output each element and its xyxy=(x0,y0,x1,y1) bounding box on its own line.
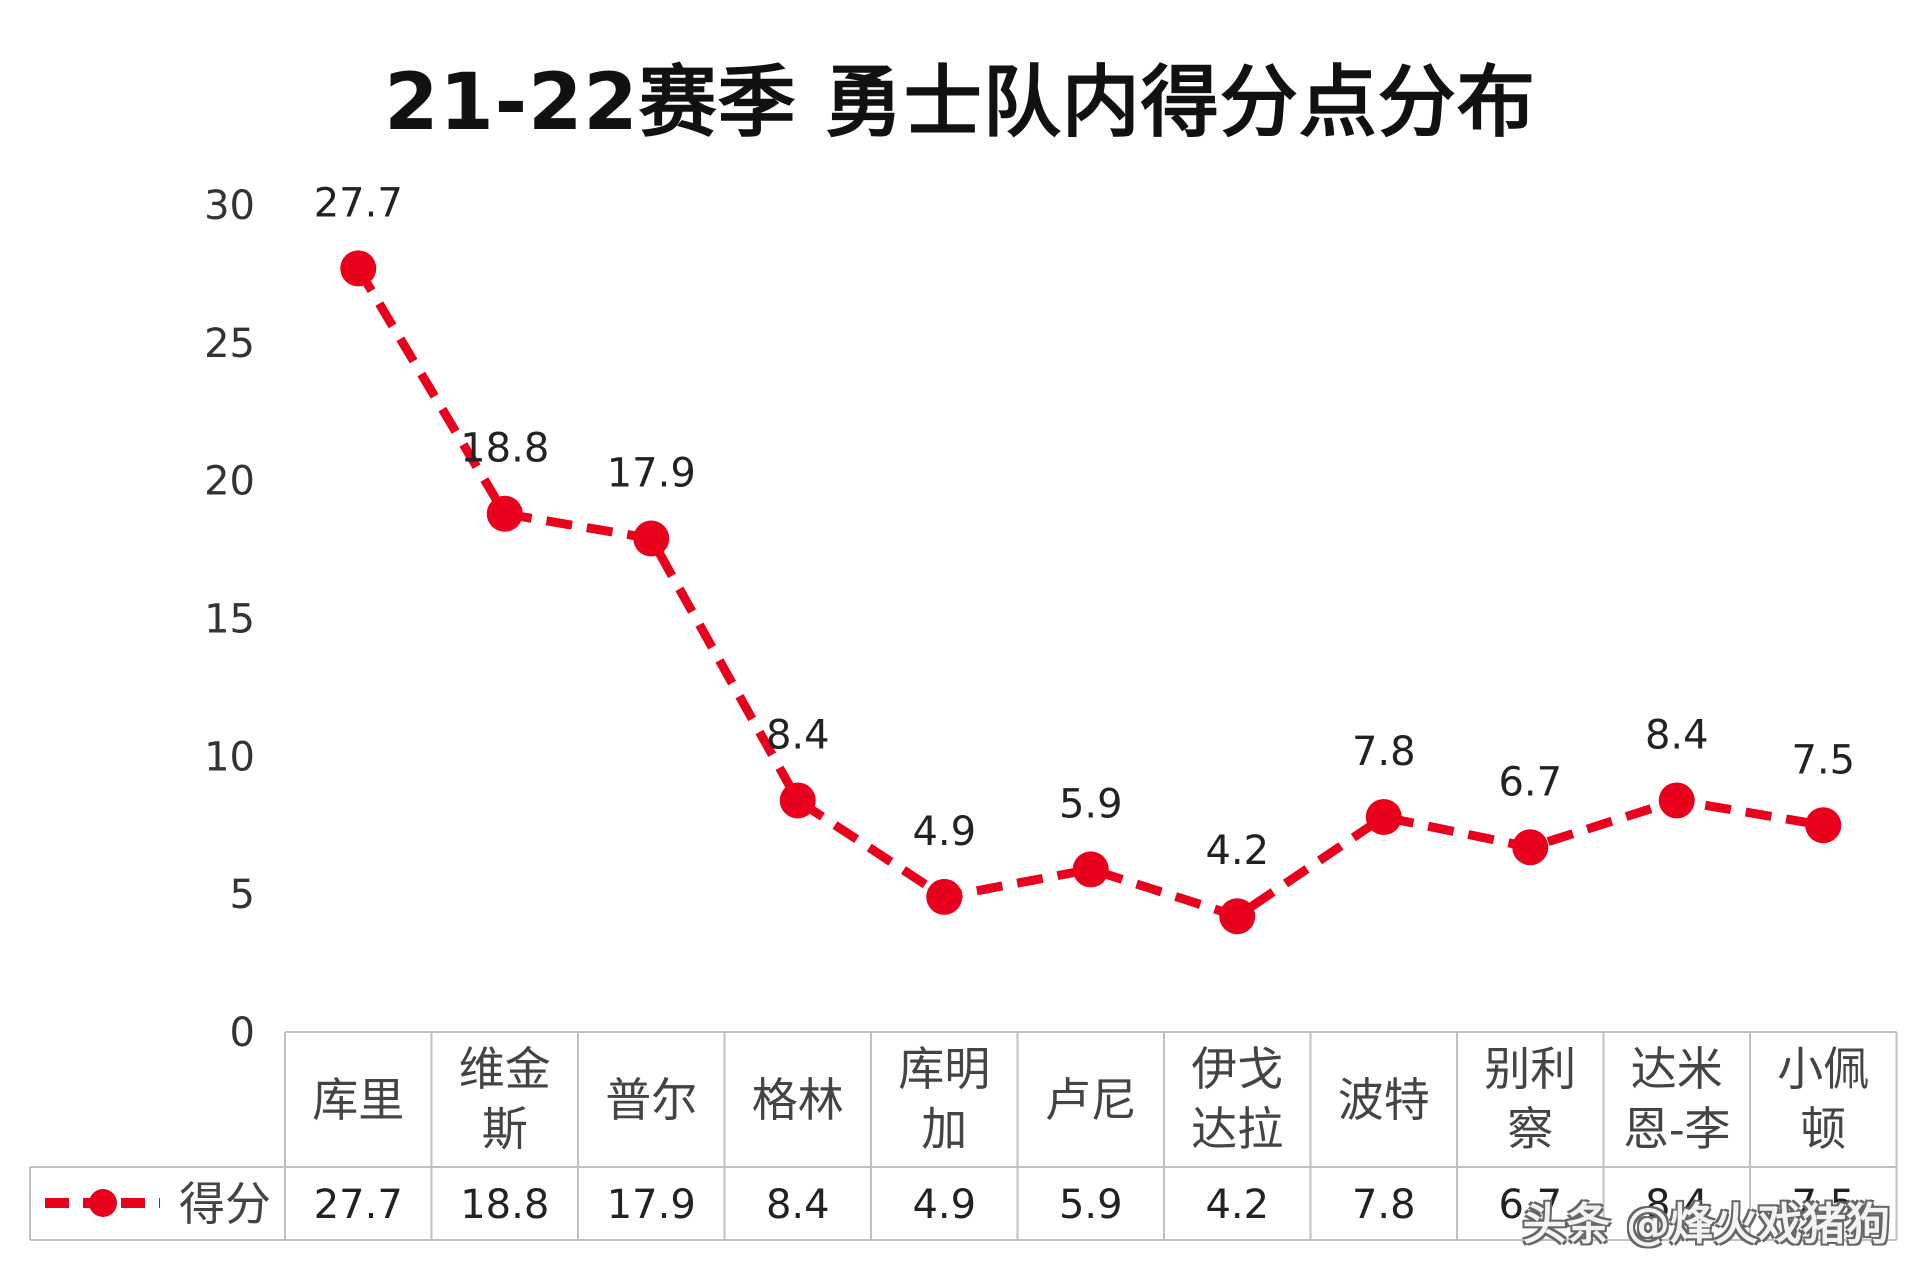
data-label: 7.5 xyxy=(1791,737,1855,783)
category-label: 别利察 xyxy=(1484,1042,1576,1156)
category-label: 维金斯 xyxy=(459,1042,551,1156)
series-path xyxy=(354,266,1825,921)
table-value: 6.7 xyxy=(1498,1182,1562,1228)
category-label: 波特 xyxy=(1338,1073,1430,1127)
table-value: 4.9 xyxy=(912,1182,976,1228)
category-label: 格林 xyxy=(752,1073,844,1127)
y-tick-label: 5 xyxy=(230,872,255,918)
data-labels: 27.7 18.8 17.9 8.4 4.9 5.9 4.2 7.8 6.7 8.4 7.5 xyxy=(314,180,1855,874)
category-label: 达米恩-李 xyxy=(1623,1042,1731,1156)
data-point xyxy=(340,250,377,287)
data-point xyxy=(633,520,670,557)
legend-marker xyxy=(89,1189,117,1217)
table-value: 5.9 xyxy=(1059,1182,1123,1228)
watermark: 头条 @烽火戏猪狗 xyxy=(1522,1199,1890,1250)
data-label: 7.8 xyxy=(1352,729,1416,775)
data-point xyxy=(926,878,963,915)
data-point xyxy=(1365,798,1402,835)
data-point xyxy=(486,495,523,532)
y-tick-label: 10 xyxy=(204,734,255,780)
category-label: 库里 xyxy=(312,1073,404,1127)
data-label: 8.4 xyxy=(1645,712,1709,758)
table-value: 27.7 xyxy=(314,1182,403,1228)
category-label: 普尔 xyxy=(605,1073,697,1127)
data-label: 5.9 xyxy=(1059,781,1123,827)
y-axis: 0 5 10 15 20 25 30 xyxy=(204,183,255,1056)
table-value: 8.4 xyxy=(1645,1182,1709,1228)
table-value: 7.8 xyxy=(1352,1182,1416,1228)
data-point xyxy=(1805,807,1842,844)
category-label: 小佩顿 xyxy=(1777,1042,1869,1156)
data-label: 27.7 xyxy=(314,180,403,226)
legend-label: 得分 xyxy=(179,1177,271,1231)
series-points xyxy=(340,250,1842,935)
table-value: 8.4 xyxy=(766,1182,830,1228)
data-point xyxy=(779,782,816,819)
data-label: 17.9 xyxy=(607,451,696,497)
table-value: 4.2 xyxy=(1205,1182,1269,1228)
table-value: 7.5 xyxy=(1791,1182,1855,1228)
y-tick-label: 20 xyxy=(204,459,255,505)
y-tick-label: 15 xyxy=(204,597,255,643)
data-label: 4.9 xyxy=(912,809,976,855)
data-point xyxy=(1512,829,1549,866)
data-point xyxy=(1219,898,1256,935)
y-tick-label: 0 xyxy=(230,1010,255,1056)
series-line xyxy=(354,266,1825,921)
data-point xyxy=(1072,851,1109,888)
table-value: 18.8 xyxy=(460,1182,549,1228)
data-label: 8.4 xyxy=(766,712,830,758)
table-value: 17.9 xyxy=(607,1182,696,1228)
data-label: 6.7 xyxy=(1498,759,1562,805)
y-tick-label: 30 xyxy=(204,183,255,229)
data-label: 18.8 xyxy=(460,426,549,472)
category-label: 库明加 xyxy=(898,1042,990,1156)
category-label: 卢尼 xyxy=(1045,1073,1137,1127)
legend: 得分 xyxy=(45,1177,271,1231)
data-label: 4.2 xyxy=(1205,828,1269,874)
category-label: 伊戈达拉 xyxy=(1191,1042,1283,1156)
data-point xyxy=(1658,782,1695,819)
chart-title: 21-22赛季 勇士队内得分点分布 xyxy=(384,58,1536,148)
y-tick-label: 25 xyxy=(204,321,255,367)
